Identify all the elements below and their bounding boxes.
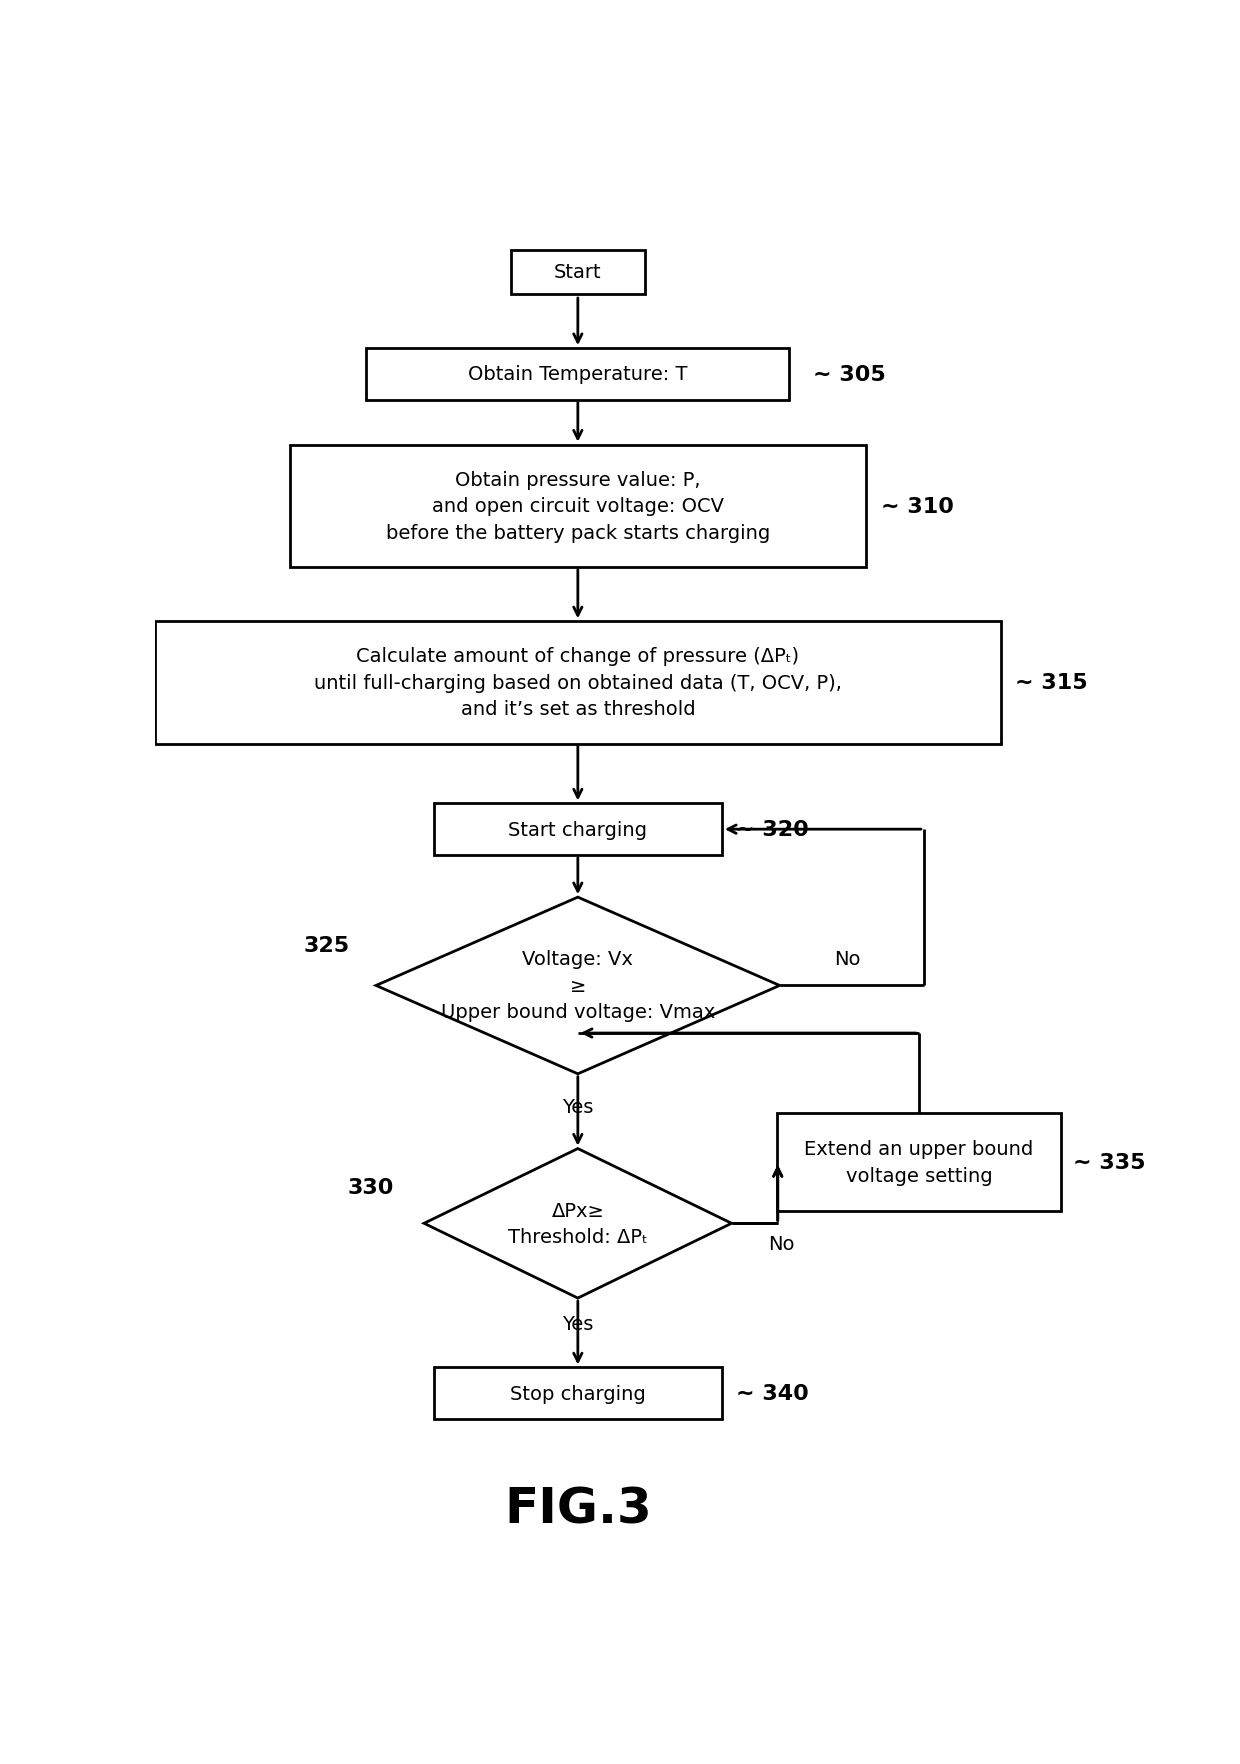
- Text: ~ 305: ~ 305: [813, 365, 887, 385]
- Text: Start charging: Start charging: [508, 820, 647, 840]
- Text: Yes: Yes: [562, 1097, 594, 1117]
- Text: No: No: [768, 1235, 795, 1254]
- Text: Voltage: Vx
≥
Upper bound voltage: Vmax: Voltage: Vx ≥ Upper bound voltage: Vmax: [440, 951, 715, 1021]
- FancyBboxPatch shape: [367, 349, 789, 400]
- Polygon shape: [424, 1148, 732, 1298]
- Text: ~ 335: ~ 335: [1073, 1152, 1146, 1173]
- FancyBboxPatch shape: [434, 1367, 722, 1420]
- Text: Stop charging: Stop charging: [510, 1385, 646, 1402]
- Polygon shape: [376, 898, 780, 1074]
- FancyBboxPatch shape: [290, 445, 866, 568]
- FancyBboxPatch shape: [434, 804, 722, 856]
- Text: No: No: [833, 949, 861, 968]
- FancyBboxPatch shape: [511, 250, 645, 295]
- Text: ~ 320: ~ 320: [737, 820, 810, 840]
- Text: 325: 325: [304, 935, 350, 954]
- Text: ~ 310: ~ 310: [880, 496, 954, 517]
- Text: 330: 330: [347, 1177, 393, 1198]
- Text: ~ 340: ~ 340: [737, 1383, 810, 1404]
- Text: ΔPx≥
Threshold: ΔPₜ: ΔPx≥ Threshold: ΔPₜ: [508, 1201, 647, 1247]
- Text: ~ 315: ~ 315: [1016, 674, 1087, 693]
- Text: Start: Start: [554, 263, 601, 282]
- Text: Obtain pressure value: P,
and open circuit voltage: OCV
before the battery pack : Obtain pressure value: P, and open circu…: [386, 471, 770, 542]
- Text: Calculate amount of change of pressure (ΔPₜ)
until full-charging based on obtain: Calculate amount of change of pressure (…: [314, 647, 842, 720]
- Text: Yes: Yes: [562, 1314, 594, 1334]
- FancyBboxPatch shape: [777, 1113, 1060, 1212]
- Text: Obtain Temperature: T: Obtain Temperature: T: [467, 365, 688, 385]
- FancyBboxPatch shape: [155, 623, 1001, 744]
- Text: Extend an upper bound
voltage setting: Extend an upper bound voltage setting: [805, 1140, 1034, 1185]
- Text: FIG.3: FIG.3: [503, 1485, 652, 1533]
